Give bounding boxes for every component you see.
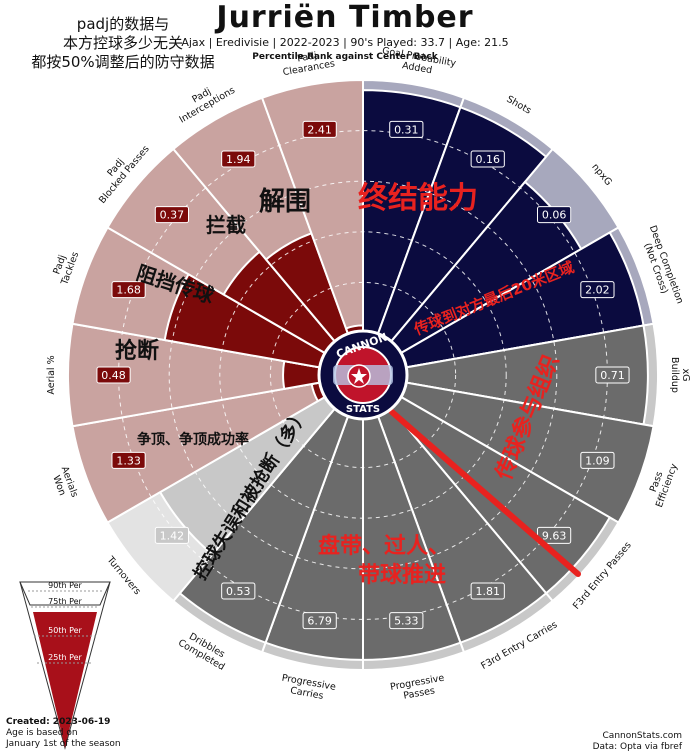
legend-label: 75th Per [48,597,82,606]
age-note-2: January 1st of the season [6,739,121,749]
annotation-text: 盘带、过人、 [318,533,450,559]
player-name: Jurriën Timber [216,0,474,35]
grid-ring [219,231,507,519]
value-badge [154,526,190,544]
metric-label-line: Padj [296,50,317,64]
value-label: 0.06 [542,209,567,222]
metric-label-line: npxG [589,162,614,188]
data-source: Data: Opta via fbref [592,742,682,752]
value-label: 1.33 [116,454,141,467]
metric-label-line: Aerial % [46,355,57,394]
value-label: 5.33 [394,615,419,628]
note-line: padj的数据与 [76,15,170,33]
value-label: 2.02 [585,284,610,297]
legend-label: 50th Per [48,626,82,635]
age-note-1: Age is based on [6,728,78,738]
value-badge [96,366,131,384]
value-label: 0.71 [600,369,625,382]
value-label: 1.94 [226,153,251,166]
annotation-text: 拦截 [206,213,246,237]
legend-cone-fill [33,612,97,748]
legend-label: 90th Per [48,581,82,590]
value-label: 0.53 [226,585,251,598]
value-badge [111,281,146,299]
chart-subtitle: Percentile Rank against Center Back [252,52,438,62]
value-badge [302,120,337,138]
value-label: 1.68 [116,284,141,297]
metric-label-line: Passes [403,685,436,701]
annotation-line [389,409,581,577]
annotation-text: 抢断 [115,338,159,364]
annotation-text: 解围 [259,187,311,217]
value-badge [470,150,505,168]
value-badge [221,582,256,600]
value-label: 0.16 [475,153,500,166]
metric-label: npxG [589,162,614,188]
value-badge [221,150,256,168]
value-label: 1.81 [475,585,500,598]
legend-cone-top [19,581,111,606]
value-label: 0.31 [394,123,419,136]
star-icon [351,368,367,384]
grid-ring [168,180,558,570]
value-label: 9.63 [542,529,567,542]
metric-label: Aerial % [46,355,57,394]
value-label: 0.37 [160,209,185,222]
footer-created: Created: 2023-06-19 Age is based on Janu… [6,717,121,750]
value-label: 6.79 [307,615,332,628]
value-badge [580,451,615,469]
value-label: 2.41 [307,123,332,136]
value-badge [580,281,615,299]
chart-value-labels: 0.31 0.16 0.06 2.02 0.71 1.09 9.63 1.81 5.33 6.79… [96,120,630,630]
value-label: 1.09 [585,454,610,467]
footer-source: CannonStats.com Data: Opta via fbref [593,731,682,753]
value-badge [302,612,337,630]
metric-label-line: Shots [505,94,534,117]
value-badge [154,206,190,224]
chart-wedges [67,78,659,672]
logo-bottom-text: STATS [346,404,380,415]
value-badge [595,366,630,384]
player-info: Ajax | Eredivisie | 2022-2023 | 90's Pla… [181,36,509,49]
grid-ring [269,281,457,469]
value-badge [470,582,505,600]
site-name: CannonStats.com [602,731,682,741]
value-badge [389,612,424,630]
metric-label: Shots [505,94,534,117]
value-label: 1.42 [160,529,185,542]
value-label: 0.48 [101,369,126,382]
value-badge [536,206,572,224]
note-line: 都按50%调整后的防守数据 [31,53,215,71]
note-line: 本方控球多少无关 [62,34,183,52]
created-date: Created: 2023-06-19 [6,717,111,727]
value-badge [111,451,146,469]
annotation-text: 带球推进 [358,563,446,588]
metric-label-line: Buildup [669,357,680,393]
metric-label-line: Added [401,60,433,76]
legend-label: 25th Per [48,653,82,662]
annotation-text: 争顶、争顶成功率 [137,431,249,448]
annotation-text: 终结能力 [358,181,478,216]
handwritten-note: padj的数据与 本方控球多少无关 都按50%调整后的防守数据 [18,15,228,72]
value-badge [389,120,424,138]
percentile-legend: 90th Per 75th Per 50th Per 25th Per [19,581,111,750]
metric-label-line: xG [680,369,690,382]
